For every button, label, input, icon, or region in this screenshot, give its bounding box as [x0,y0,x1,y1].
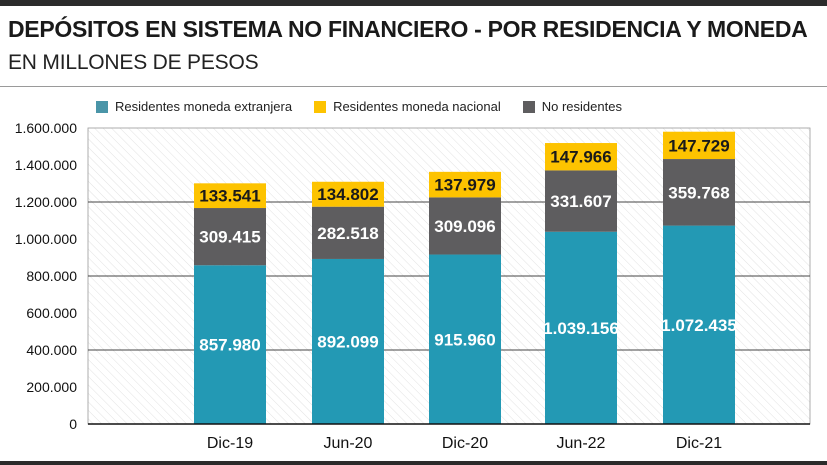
bar-segment [312,258,384,424]
y-tick-label: 800.000 [26,268,77,284]
data-label: 309.415 [199,228,260,247]
legend-label-extranjera: Residentes moneda extranjera [115,99,293,114]
legend-swatch-nacional [314,100,327,113]
x-tick-label: Dic-19 [207,435,253,452]
data-label: 147.729 [668,136,729,155]
bar-segment [663,131,735,160]
bar-segment [194,183,266,209]
top-border [0,0,827,6]
data-label: 133.541 [199,187,260,206]
data-label: 857.980 [199,336,260,355]
bar-segment [312,206,384,259]
x-tick-label: Jun-22 [557,435,606,452]
y-tick-label: 0 [69,416,77,432]
data-label: 892.099 [317,332,378,351]
y-tick-label: 600.000 [26,305,77,321]
bar-segment [429,171,501,198]
bar-segment [545,170,617,232]
data-label: 309.096 [434,217,495,236]
bar-segment [194,265,266,424]
x-tick-label: Dic-20 [442,435,488,452]
legend-item-nacional: Residentes moneda nacional [314,99,501,114]
legend-item-no-residentes: No residentes [522,99,622,114]
legend-swatch-no-residentes [522,100,535,113]
bar-segment [545,143,617,171]
bar-segment [429,197,501,255]
legend-item-extranjera: Residentes moneda extranjera [96,99,292,114]
bar-segment [194,208,266,266]
bar-segment [429,254,501,424]
data-label: 147.966 [550,148,611,167]
legend: Residentes moneda extranjera Residentes … [96,99,644,114]
bar-segment [312,181,384,207]
x-tick-label: Jun-20 [324,435,373,452]
data-label: 1.039.156 [543,319,619,338]
header-separator [0,86,827,87]
bar-segment [663,159,735,226]
data-label: 282.518 [317,224,378,243]
legend-label-no-residentes: No residentes [541,99,622,114]
y-tick-label: 1.200.000 [15,194,77,210]
y-tick-label: 1.600.000 [15,120,77,136]
data-label: 1.072.435 [661,316,737,335]
y-tick-label: 200.000 [26,379,77,395]
chart-subtitle: EN MILLONES DE PESOS [8,51,259,74]
data-label: 137.979 [434,176,495,195]
legend-swatch-extranjera [96,100,108,113]
y-tick-label: 400.000 [26,342,77,358]
y-tick-label: 1.000.000 [15,231,77,247]
bar-segment [663,225,735,424]
bottom-border [0,461,827,465]
y-tick-label: 1.400.000 [15,157,77,173]
data-label: 331.607 [550,192,611,211]
data-label: 359.768 [668,183,729,202]
chart-title: DEPÓSITOS EN SISTEMA NO FINANCIERO - POR… [8,16,808,42]
data-label: 915.960 [434,330,495,349]
legend-label-nacional: Residentes moneda nacional [333,99,501,114]
data-label: 134.802 [317,185,378,204]
bar-segment [545,231,617,424]
x-tick-label: Dic-21 [676,435,722,452]
